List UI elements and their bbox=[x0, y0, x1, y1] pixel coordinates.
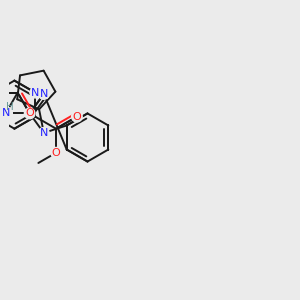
Circle shape bbox=[0, 107, 12, 120]
Circle shape bbox=[72, 111, 82, 122]
Text: N: N bbox=[40, 128, 48, 138]
Text: H: H bbox=[6, 102, 13, 112]
Text: N: N bbox=[40, 89, 48, 99]
Text: O: O bbox=[25, 108, 34, 118]
Text: N: N bbox=[2, 108, 10, 118]
Circle shape bbox=[24, 108, 35, 119]
Text: O: O bbox=[73, 112, 81, 122]
Circle shape bbox=[51, 148, 62, 158]
Text: O: O bbox=[52, 148, 61, 158]
Circle shape bbox=[38, 89, 49, 99]
Text: N: N bbox=[31, 88, 39, 98]
Circle shape bbox=[38, 128, 49, 138]
Circle shape bbox=[30, 87, 40, 98]
